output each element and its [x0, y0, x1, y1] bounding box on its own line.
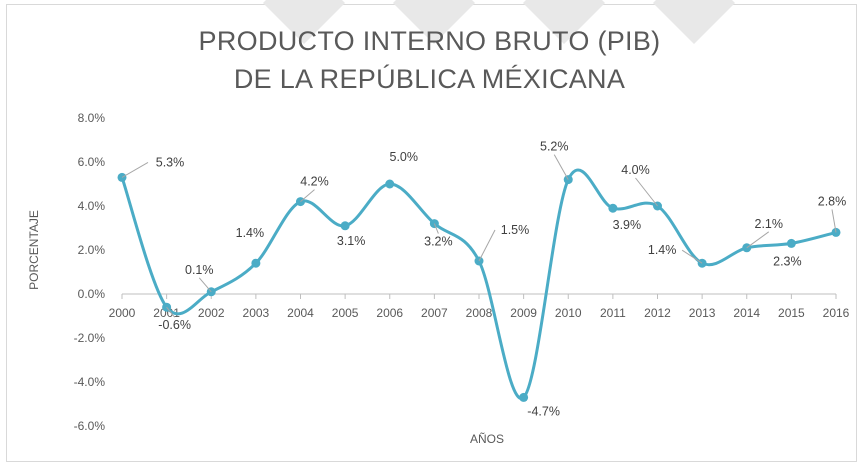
data-label: 3.2%	[424, 235, 453, 249]
leader-line	[478, 229, 496, 262]
y-tick-label: 6.0%	[78, 155, 106, 169]
leader-line	[553, 154, 569, 180]
data-label: 4.2%	[300, 175, 329, 189]
y-tick-label: 8.0%	[78, 111, 106, 125]
chart-title: PRODUCTO INTERNO BRUTO (PIB) DE LA REPÚB…	[0, 22, 859, 98]
y-tick-label: -6.0%	[74, 419, 106, 433]
y-tick-label: 2.0%	[78, 243, 106, 257]
x-tick-label: 2009	[510, 306, 537, 320]
leader-line	[198, 277, 212, 293]
series-line	[120, 168, 837, 400]
x-tick-label: 2007	[421, 306, 448, 320]
x-tick-label: 2014	[733, 306, 760, 320]
data-label: 2.1%	[755, 217, 784, 231]
data-label: -4.7%	[527, 404, 560, 418]
data-label: 1.4%	[236, 226, 265, 240]
x-tick-label: 2015	[778, 306, 805, 320]
x-tick-label: 2004	[287, 306, 314, 320]
x-tick-label: 2016	[823, 306, 850, 320]
x-tick-label: 2000	[109, 306, 136, 320]
data-label: 5.3%	[156, 155, 185, 169]
data-label: 1.5%	[501, 223, 530, 237]
data-label: 2.8%	[818, 194, 847, 208]
leader-line	[831, 209, 837, 233]
leader-line	[635, 177, 658, 207]
chart-title-line-1: PRODUCTO INTERNO BRUTO (PIB)	[198, 26, 661, 56]
leader-line	[300, 189, 315, 202]
data-label: 5.0%	[390, 150, 419, 164]
data-label: 0.1%	[185, 263, 214, 277]
data-point	[608, 203, 618, 213]
y-axis-ticks: 8.0% 6.0% 4.0% 2.0% 0.0% -2.0% -4.0% -6.0%	[74, 111, 106, 433]
x-tick-label: 2006	[376, 306, 403, 320]
x-tick-label: 2002	[198, 306, 225, 320]
data-point	[786, 238, 796, 248]
chart-frame	[6, 4, 857, 462]
x-tick-label: 2013	[689, 306, 716, 320]
leader-line	[166, 306, 176, 318]
x-tick-label: 2008	[466, 306, 493, 320]
leader-line	[746, 231, 770, 249]
data-label: 5.2%	[540, 140, 569, 154]
data-label: 4.0%	[621, 163, 650, 177]
data-labels: 5.3% -0.6% 0.1% 1.4% 4.2% 3.1% 5.0% 3.2% 1.5% -4.…	[156, 140, 847, 419]
chart-title-line-2: DE LA REPÚBLICA MÉXICANA	[233, 64, 626, 94]
x-tick-label: 2011	[600, 306, 626, 320]
leader-line	[121, 161, 149, 178]
y-tick-label: -4.0%	[74, 375, 106, 389]
data-label: 1.4%	[648, 243, 677, 257]
data-label: 3.9%	[613, 218, 642, 232]
data-point	[340, 221, 350, 231]
data-point	[385, 179, 395, 189]
x-axis-title: AÑOS	[470, 432, 504, 446]
data-label: -0.6%	[158, 318, 191, 332]
x-tick-label: 2010	[555, 306, 582, 320]
x-tick-label: 2012	[644, 306, 671, 320]
data-markers	[117, 172, 841, 402]
leader-line	[433, 223, 439, 234]
leader-lines	[121, 154, 837, 318]
leader-line	[681, 249, 703, 264]
y-tick-label: 0.0%	[78, 287, 106, 301]
data-label: 3.1%	[337, 234, 366, 248]
data-label: 2.3%	[773, 254, 802, 268]
x-axis-ticks: 2000 2001 2002 2003 2004 2005 2006 2007 2008 2009…	[109, 294, 850, 320]
y-tick-label: -2.0%	[74, 331, 106, 345]
data-point	[251, 258, 261, 268]
x-tick-label: 2005	[332, 306, 359, 320]
x-tick-label: 2003	[243, 306, 270, 320]
y-tick-label: 4.0%	[78, 199, 106, 213]
data-point	[519, 392, 529, 402]
y-axis-title: PORCENTAJE	[27, 210, 41, 290]
